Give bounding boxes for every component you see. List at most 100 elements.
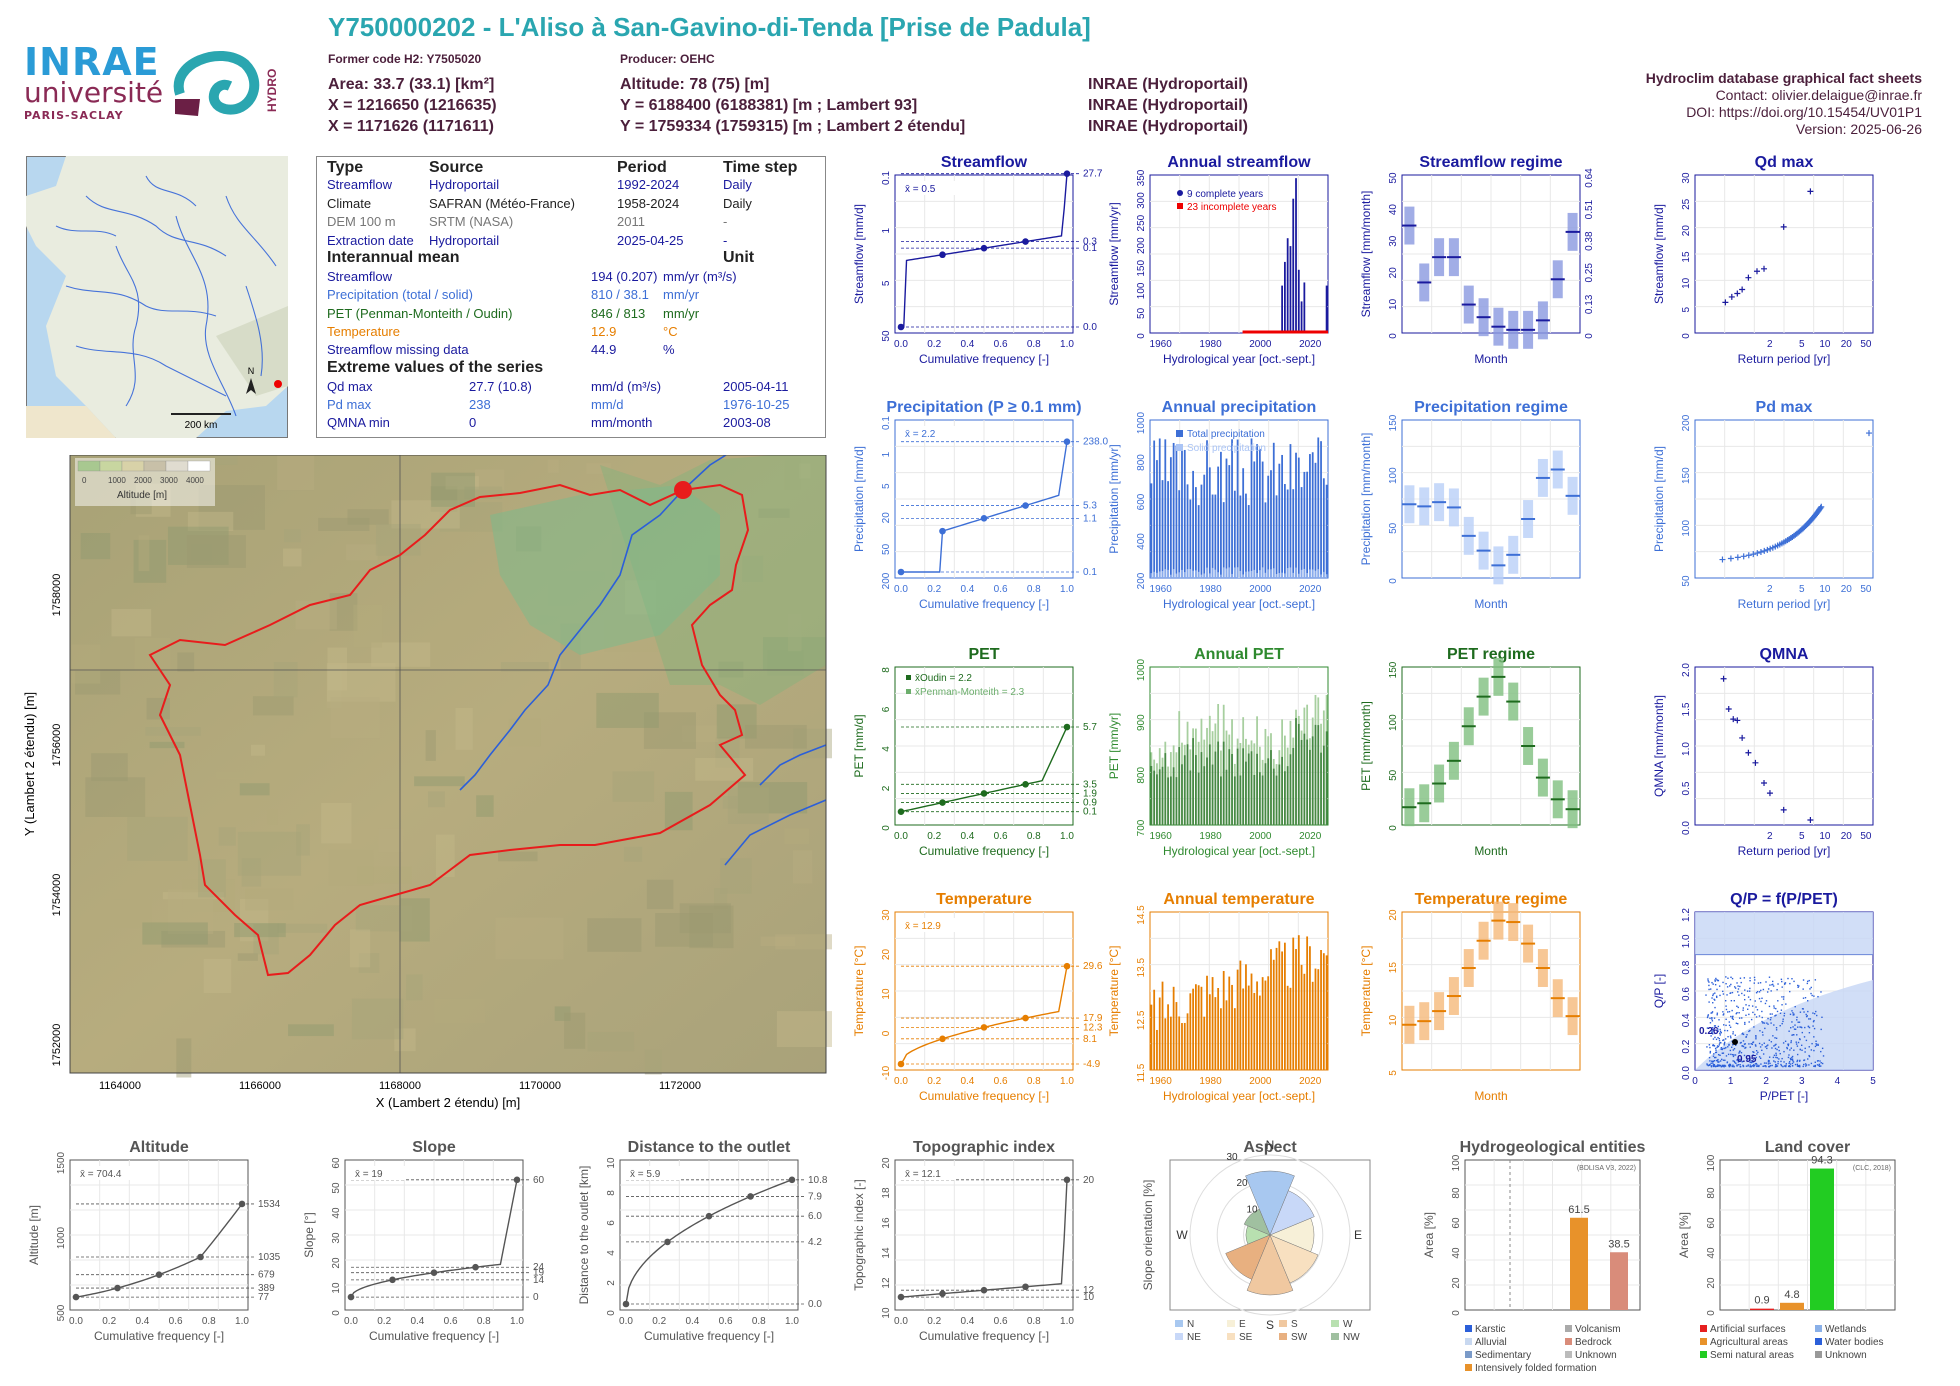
scatter-point	[1764, 1027, 1766, 1030]
y-tick: 0.8	[1681, 960, 1692, 974]
scatter-point	[1758, 1015, 1761, 1017]
scatter-point	[1710, 1062, 1712, 1065]
quantile-label: 0.1	[1083, 807, 1097, 818]
x-tick: 2020	[1299, 1076, 1322, 1087]
bar	[1289, 444, 1292, 578]
bar	[1206, 440, 1208, 578]
scatter-point	[1775, 1029, 1778, 1031]
scatter-point	[1788, 1054, 1790, 1056]
bar-secondary	[1275, 573, 1278, 578]
x-tick: 2000	[1249, 831, 1272, 842]
x-axis-label: Hydrological year [oct.-sept.]	[1163, 352, 1315, 366]
quantile-point	[939, 1035, 946, 1043]
bar	[1278, 941, 1281, 1070]
scatter-point	[1757, 982, 1760, 984]
y-tick: 10	[1681, 277, 1692, 289]
scatter-point	[1758, 1056, 1761, 1058]
limit-zone	[1695, 912, 1873, 955]
bar	[1242, 988, 1245, 1070]
return-point	[1722, 299, 1729, 306]
y-tick: 0	[1388, 578, 1399, 584]
terrain-patch	[85, 777, 146, 817]
quantile-point	[1022, 1283, 1029, 1291]
x-tick: 0.8	[477, 1316, 491, 1327]
scatter-point	[1733, 1047, 1736, 1050]
y-tick: 1	[881, 451, 892, 457]
scatter-point	[1714, 1065, 1716, 1067]
col-type: Type	[327, 159, 364, 176]
scatter-point	[1732, 1031, 1734, 1033]
scatter-point	[1766, 1047, 1768, 1050]
return-point	[1739, 286, 1746, 293]
scatter-point	[1737, 1006, 1739, 1009]
scatter-point	[1816, 1064, 1819, 1066]
scatter-point	[1737, 1022, 1739, 1025]
y-tick: 5	[1388, 1070, 1399, 1076]
scatter-point	[1722, 1052, 1725, 1054]
terrain-patch	[508, 718, 541, 747]
scatter-point	[1738, 1012, 1740, 1014]
scatter-point	[1714, 992, 1716, 994]
chart-title: Streamflow regime	[1419, 154, 1562, 171]
scatter-point	[1807, 1025, 1810, 1028]
return-point	[1734, 554, 1741, 561]
bar	[1278, 463, 1281, 578]
quantile-label: 0.1	[1083, 567, 1097, 578]
row-period: 1992-2024	[617, 177, 680, 192]
terrain-patch	[167, 889, 214, 934]
scatter-point	[1721, 1064, 1724, 1067]
row-step: -	[723, 232, 728, 248]
y-tick: 100	[1451, 1154, 1462, 1171]
return-point	[1739, 734, 1746, 741]
scatter-point	[1718, 985, 1721, 987]
mean-label: x̄ = 5.9	[630, 1169, 661, 1180]
scatter-point	[1722, 1059, 1725, 1061]
scatter-point	[1781, 980, 1783, 983]
terrain-patch	[187, 511, 234, 531]
map-xtick: 1164000	[99, 1080, 141, 1092]
chart-precipitation: Precipitation (P ≥ 0.1 mm)Cumulative fre…	[852, 399, 1108, 611]
scatter-point	[1715, 1056, 1717, 1059]
bar-secondary	[1172, 569, 1175, 578]
bar	[1242, 468, 1245, 578]
scatter-point	[1789, 1049, 1791, 1051]
x-tick: 1960	[1150, 584, 1173, 595]
scatter-point	[1719, 1030, 1722, 1033]
y-tick: 16	[881, 1217, 892, 1229]
bar	[1270, 949, 1272, 1070]
bar-secondary	[1239, 775, 1242, 825]
scatter-point	[1768, 1056, 1771, 1058]
bar	[1250, 973, 1253, 1070]
scatter-point	[1735, 1062, 1737, 1065]
map-xtick: 1170000	[519, 1080, 561, 1092]
scatter-point	[1730, 983, 1732, 986]
scatter-point	[1762, 1021, 1764, 1024]
bar-secondary	[1178, 747, 1181, 825]
quantile-point	[1063, 1176, 1071, 1184]
scatter-point	[1815, 1040, 1817, 1042]
scatter-point	[1782, 998, 1785, 1000]
scatter-point	[1817, 995, 1819, 998]
bar-secondary	[1300, 739, 1303, 825]
legend-swatch	[1700, 1351, 1707, 1358]
mean-name: Streamflow	[327, 269, 393, 284]
quantile-point	[72, 1293, 80, 1301]
x-tick: 0.8	[752, 1316, 766, 1327]
scatter-point	[1821, 1062, 1824, 1065]
hydro-logo: HYDRO	[173, 50, 279, 116]
y-tick: 250	[1136, 214, 1147, 231]
scatter-point	[1775, 1054, 1778, 1056]
x-tick: 20	[1841, 831, 1853, 842]
bar	[1253, 992, 1256, 1070]
scatter-point	[1718, 1061, 1720, 1063]
scatter-point	[1726, 1029, 1729, 1032]
bar-secondary	[1247, 753, 1250, 825]
scatter-point	[1707, 980, 1709, 982]
bar	[1195, 487, 1197, 578]
legend-label: NW	[1343, 1332, 1360, 1343]
quantile-point	[1022, 781, 1029, 788]
scatter-point	[1739, 985, 1741, 988]
bar-secondary	[1250, 570, 1253, 578]
bar-secondary	[1164, 569, 1167, 578]
